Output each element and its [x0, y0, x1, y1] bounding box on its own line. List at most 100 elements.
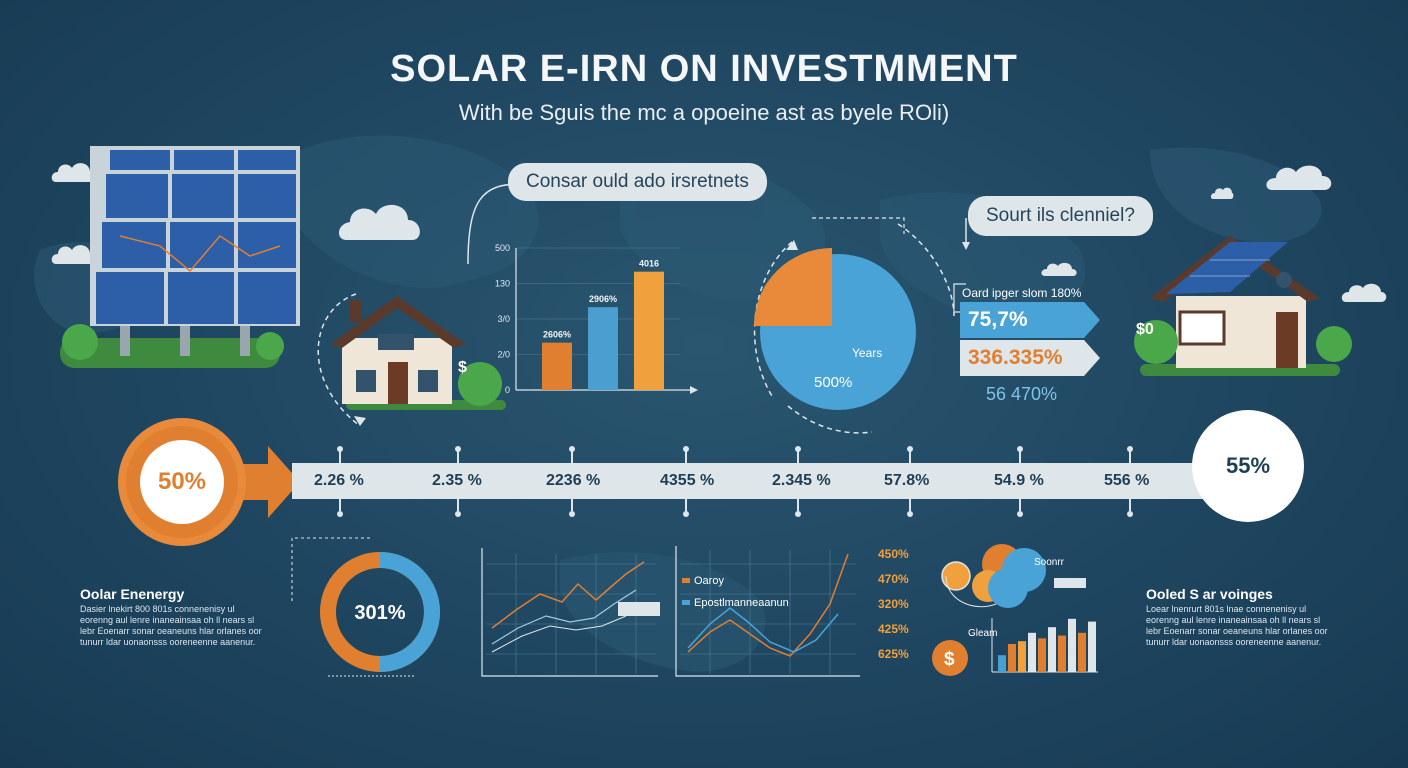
timeline-dot	[795, 446, 801, 452]
timeline-dot	[337, 446, 343, 452]
mini-bar-chart	[991, 618, 1098, 673]
timeline-dot	[1017, 446, 1023, 452]
timeline-value: 2.345 %	[772, 472, 831, 489]
pie-chart	[753, 217, 955, 434]
cloud-icon	[1266, 165, 1332, 190]
page-title: SOLAR E-IRN ON INVESTMMENT	[390, 48, 1018, 90]
svg-text:$: $	[458, 359, 467, 376]
mini-bar	[1018, 641, 1026, 672]
timeline-tick	[1019, 499, 1021, 511]
timeline-value: 556 %	[1104, 472, 1150, 489]
cluster-label-1: Soonrr	[1034, 557, 1065, 568]
timeline-dot	[569, 446, 575, 452]
question-bubble-left: Consar ould ado irsretnets	[508, 163, 767, 201]
cluster-label-2: Gleam	[968, 628, 998, 639]
timeline-band	[292, 463, 1212, 499]
pie-slice-orange	[754, 248, 832, 326]
y-tick-label: 3/0	[497, 314, 510, 324]
timeline-value: 2.26 %	[314, 472, 364, 489]
timeline-dot	[569, 511, 575, 517]
timeline-tick	[797, 450, 799, 463]
timeline-tick	[909, 450, 911, 463]
bar	[634, 271, 664, 390]
y-tick-label: 130	[495, 279, 510, 289]
cloud-icon	[51, 163, 95, 182]
cloud-icon	[1210, 187, 1234, 199]
timeline-arrow	[238, 446, 300, 518]
y-tick-label: 2/0	[497, 350, 510, 360]
mini-bar	[998, 655, 1006, 672]
left-block-body: Dasier lnekirt 800 801s connenenisy ul e…	[80, 604, 262, 647]
cloud-icon	[338, 204, 420, 240]
timeline-dot	[683, 511, 689, 517]
timeline-tick	[571, 450, 573, 463]
right-block-body: Loear lnenrurt 801s lnae connenenisy ul …	[1146, 604, 1328, 647]
bar-label: 4016	[639, 259, 659, 269]
left-block-title: Oolar Enenergy	[80, 586, 185, 602]
bar	[588, 307, 618, 390]
timeline-tick	[339, 499, 341, 511]
stats-title: Oard ipger slom 180%	[962, 286, 1082, 300]
timeline-tick	[571, 499, 573, 511]
timeline-tick	[685, 499, 687, 511]
bubble-connector	[962, 218, 970, 250]
timeline-tick	[457, 499, 459, 511]
timeline-dot	[907, 511, 913, 517]
mini-bar	[1078, 632, 1086, 672]
pct-item: 470%	[878, 572, 909, 586]
timeline-dot	[1017, 511, 1023, 517]
timeline-start-value: 50%	[140, 440, 224, 524]
timeline-value: 4355 %	[660, 472, 715, 489]
timeline-tick	[457, 450, 459, 463]
pct-list: 450% 470% 320% 425% 625%	[878, 542, 909, 667]
timeline-dot	[795, 511, 801, 517]
page-subtitle: With be Sguis the mc a opoeine ast as by…	[458, 100, 950, 125]
stat-chevron-blue	[960, 302, 1100, 338]
cloud-icon	[1041, 262, 1077, 276]
solar-panel-icon	[60, 146, 300, 368]
bar	[542, 342, 572, 390]
house-solar-icon: $0	[1134, 236, 1352, 376]
mini-bar	[1028, 632, 1036, 672]
mini-bar	[1058, 635, 1066, 672]
mini-bar	[1068, 618, 1076, 672]
timeline-tick	[1129, 450, 1131, 463]
timeline-value: 2236 %	[546, 472, 601, 489]
timeline-dot	[1127, 511, 1133, 517]
cloud-icon	[1341, 283, 1387, 302]
pie-label-years: Years	[852, 346, 883, 360]
house-icon: $	[330, 296, 506, 410]
timeline-dot	[455, 511, 461, 517]
pct-item: 625%	[878, 647, 909, 661]
mini-bar	[1038, 638, 1046, 672]
line-chart-b	[675, 546, 860, 677]
stat-value-3: 56 470%	[986, 384, 1058, 404]
timeline-tick	[1019, 450, 1021, 463]
donut-ring-blue	[379, 552, 440, 672]
timeline-tick	[797, 499, 799, 511]
legend-item-1: Oaroy	[694, 575, 724, 587]
timeline-dot	[907, 446, 913, 452]
timeline-dot	[683, 446, 689, 452]
mini-bar	[1048, 627, 1056, 672]
timeline-value: 54.9 %	[994, 472, 1044, 489]
y-tick-label: 500	[495, 243, 510, 253]
bar-label: 2606%	[543, 330, 571, 340]
timeline-dot	[1127, 446, 1133, 452]
line-chart-a	[481, 548, 660, 677]
pie-label-value: 500%	[814, 374, 853, 391]
svg-text:$: $	[944, 649, 955, 670]
timeline-tick	[685, 450, 687, 463]
timeline-value: 57.8%	[884, 472, 930, 489]
timeline-value: 2.35 %	[432, 472, 482, 489]
timeline-dot	[455, 446, 461, 452]
curved-arrow-icon	[317, 293, 366, 427]
legend-item-2: Epostlmanneaanun	[694, 597, 789, 609]
right-block-title: Ooled S ar voinges	[1146, 586, 1273, 602]
donut-chart	[291, 537, 440, 677]
mini-bar	[1088, 621, 1096, 672]
bar-chart: 500 130 3/0 2/0 0 2606% 2906% 4016	[495, 243, 698, 395]
stat-value-1: 75,7%	[968, 308, 1028, 331]
pct-item: 425%	[878, 622, 909, 636]
pct-item: 450%	[878, 547, 909, 561]
